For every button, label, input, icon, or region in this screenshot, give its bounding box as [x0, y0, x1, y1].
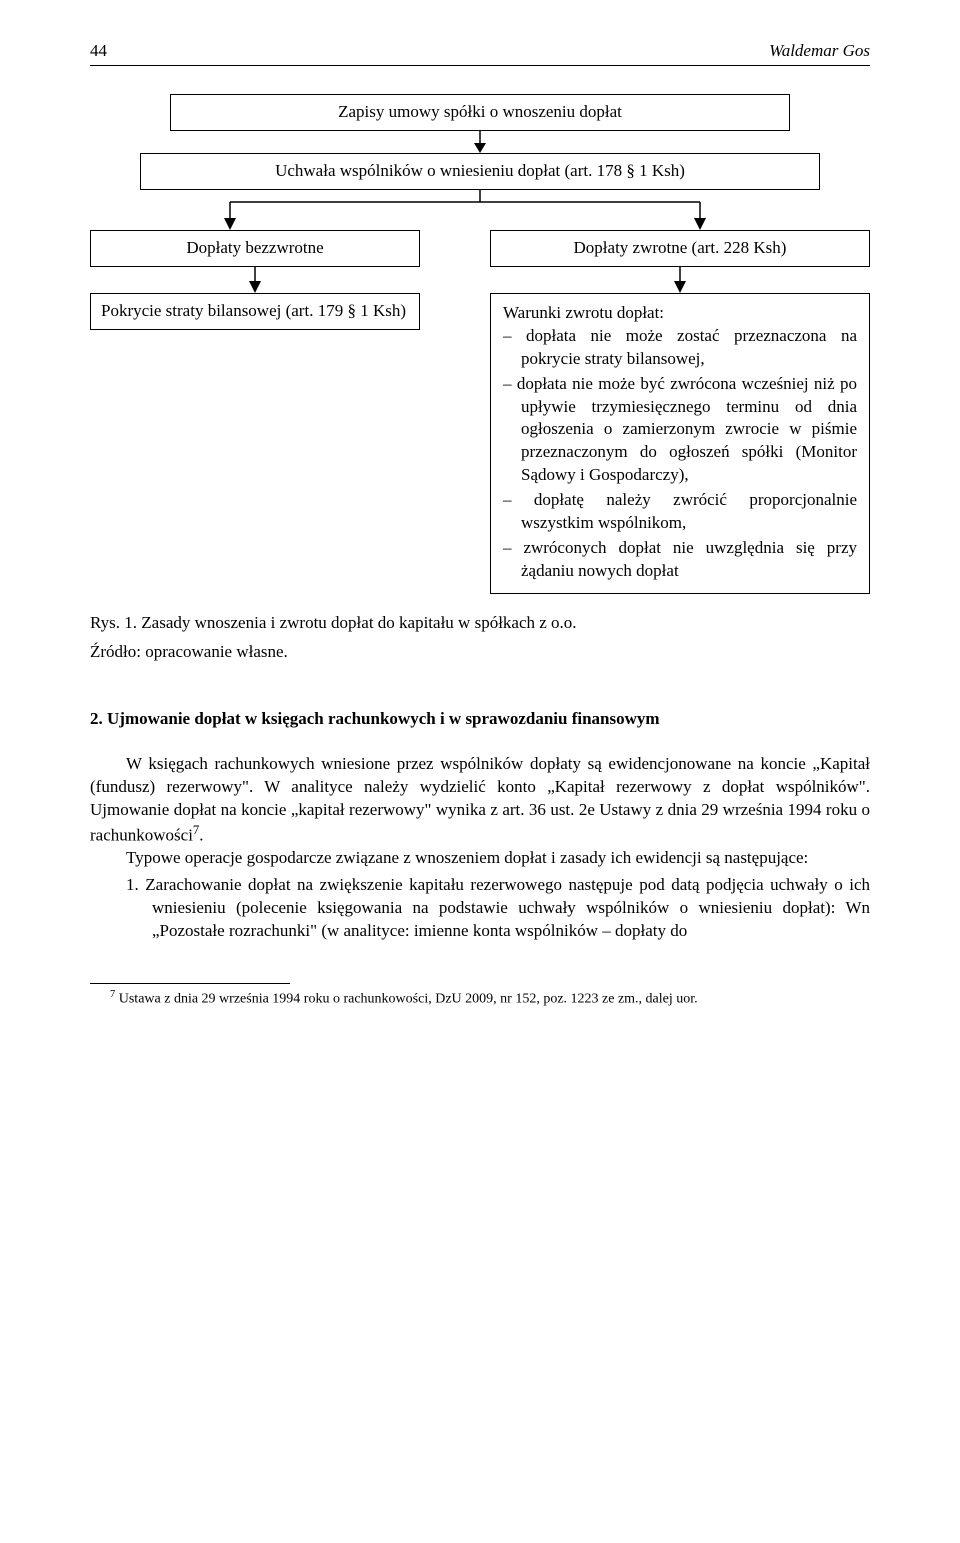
list-item-text: Zarachowanie dopłat na zwiększenie kapit… [145, 875, 870, 940]
branch-icon [90, 190, 870, 230]
conditions-title: Warunki zwrotu dopłat: [503, 302, 857, 325]
flow-left-column: Dopłaty bezzwrotne Pokrycie straty bilan… [90, 230, 420, 594]
branch-connector [90, 190, 870, 230]
author-name: Waldemar Gos [769, 40, 870, 63]
numbered-list: 1. Zarachowanie dopłat na zwiększenie ka… [90, 874, 870, 943]
arrow-down-1 [90, 131, 870, 153]
flow-box-right: Dopłaty zwrotne (art. 228 Ksh) [490, 230, 870, 267]
page-header: 44 Waldemar Gos [90, 40, 870, 66]
list-item-number: 1. [126, 875, 139, 894]
footnote-text: Ustawa z dnia 29 września 1994 roku o ra… [115, 992, 697, 1007]
condition-item: dopłata nie może być zwrócona wcześniej … [503, 373, 857, 488]
body-paragraph-2: Typowe operacje gospodarcze związane z w… [90, 847, 870, 870]
flow-box-right-conditions: Warunki zwrotu dopłat: dopłata nie może … [490, 293, 870, 594]
para1-text: W księgach rachunkowych wniesione przez … [90, 754, 870, 844]
condition-item: dopłatę należy zwrócić proporcjonalnie w… [503, 489, 857, 535]
flow-box-top-2: Uchwała wspólników o wniesieniu dopłat (… [140, 153, 820, 190]
flow-right-column: Dopłaty zwrotne (art. 228 Ksh) Warunki z… [490, 230, 870, 594]
flow-box-left-sub: Pokrycie straty bilansowej (art. 179 § 1… [90, 293, 420, 330]
page-number: 44 [90, 40, 107, 63]
condition-item: zwróconych dopłat nie uwzględnia się prz… [503, 537, 857, 583]
figure-caption: Rys. 1. Zasady wnoszenia i zwrotu dopłat… [90, 612, 870, 635]
footnote-separator [90, 983, 290, 984]
para1-tail: . [199, 825, 203, 844]
section-heading: 2. Ujmowanie dopłat w księgach rachunkow… [90, 708, 870, 731]
footnote-7: 7 Ustawa z dnia 29 września 1994 roku o … [90, 988, 870, 1010]
figure-source: Źródło: opracowanie własne. [90, 641, 870, 664]
flowchart-diagram: Zapisy umowy spółki o wnoszeniu dopłat U… [90, 94, 870, 664]
flow-box-left: Dopłaty bezzwrotne [90, 230, 420, 267]
flow-box-top-1: Zapisy umowy spółki o wnoszeniu dopłat [170, 94, 790, 131]
list-item-1: 1. Zarachowanie dopłat na zwiększenie ka… [90, 874, 870, 943]
arrow-icon [245, 267, 265, 293]
condition-item: dopłata nie może zostać przeznaczona na … [503, 325, 857, 371]
arrow-icon [470, 131, 490, 153]
arrow-icon [670, 267, 690, 293]
body-paragraph-1: W księgach rachunkowych wniesione przez … [90, 753, 870, 847]
